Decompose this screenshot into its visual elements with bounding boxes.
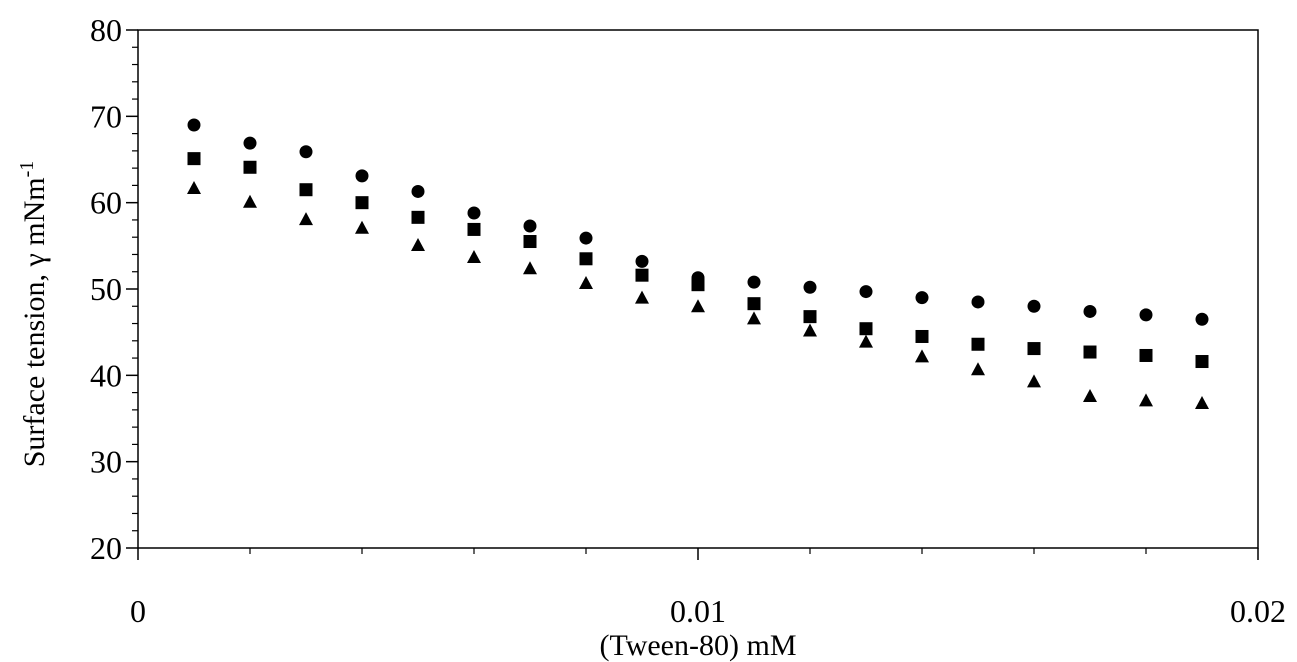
x-tick-label: 0.01: [670, 593, 726, 629]
circle-point: [1139, 308, 1153, 322]
square-point: [523, 235, 537, 249]
y-axis-label: Surface tension, γ mNm-1: [16, 161, 51, 468]
triangle-point: [467, 250, 481, 264]
square-point: [1027, 342, 1041, 356]
series-square: [187, 152, 1209, 369]
y-tick-label: 70: [90, 98, 122, 134]
circle-point: [579, 231, 593, 245]
square-point: [299, 183, 313, 197]
y-axis-label-superscript: -1: [16, 161, 38, 178]
series-circle: [187, 118, 1209, 326]
y-tick-label: 30: [90, 444, 122, 480]
circle-point: [1083, 304, 1097, 318]
triangle-point: [411, 237, 425, 251]
triangle-point: [523, 261, 537, 275]
circle-point: [635, 254, 649, 268]
square-point: [355, 196, 369, 210]
square-point: [187, 152, 201, 166]
series-triangle: [187, 180, 1209, 409]
square-point: [243, 160, 257, 174]
square-point: [1083, 345, 1097, 359]
data-points: [187, 118, 1209, 409]
circle-point: [747, 275, 761, 289]
y-tick-label: 20: [90, 530, 122, 566]
square-point: [859, 322, 873, 336]
circle-point: [243, 136, 257, 150]
circle-point: [523, 219, 537, 233]
triangle-point: [859, 334, 873, 348]
triangle-point: [1083, 389, 1097, 403]
triangle-point: [915, 349, 929, 363]
circle-point: [1027, 299, 1041, 313]
circle-point: [467, 206, 481, 220]
circle-point: [355, 169, 369, 183]
triangle-point: [355, 220, 369, 234]
circle-point: [299, 145, 313, 159]
triangle-point: [803, 323, 817, 337]
triangle-point: [579, 275, 593, 289]
circle-point: [1195, 312, 1209, 326]
square-point: [1195, 355, 1209, 369]
triangle-point: [1027, 374, 1041, 388]
x-tick-label: 0.02: [1230, 593, 1286, 629]
triangle-point: [1139, 393, 1153, 407]
square-point: [803, 310, 817, 324]
triangle-point: [971, 362, 985, 376]
square-point: [411, 210, 425, 224]
square-point: [915, 329, 929, 343]
circle-point: [859, 285, 873, 299]
ticks: [126, 29, 1259, 560]
y-tick-label: 40: [90, 357, 122, 393]
square-point: [579, 252, 593, 266]
y-tick-label: 60: [90, 185, 122, 221]
square-point: [971, 337, 985, 351]
circle-point: [803, 280, 817, 294]
circle-point: [971, 295, 985, 309]
y-tick-label: 50: [90, 271, 122, 307]
square-point: [467, 222, 481, 236]
triangle-point: [243, 194, 257, 208]
y-axis-label-main: Surface tension, γ mNm: [18, 177, 51, 467]
square-point: [691, 278, 705, 292]
square-point: [1139, 348, 1153, 362]
triangle-point: [635, 290, 649, 304]
triangle-point: [187, 180, 201, 194]
triangle-point: [691, 299, 705, 313]
circle-point: [915, 291, 929, 305]
square-point: [747, 297, 761, 311]
triangle-point: [747, 311, 761, 325]
tick-labels: 20 30 40 50 60 70 80 0 0.01 0.02: [90, 12, 1286, 629]
triangle-point: [299, 212, 313, 226]
x-tick-label: 0: [130, 593, 146, 629]
square-point: [635, 268, 649, 282]
y-tick-label: 80: [90, 12, 122, 48]
circle-point: [411, 184, 425, 198]
circle-point: [187, 118, 201, 132]
triangle-point: [1195, 395, 1209, 409]
x-axis-label: (Tween-80) mM: [599, 629, 796, 662]
